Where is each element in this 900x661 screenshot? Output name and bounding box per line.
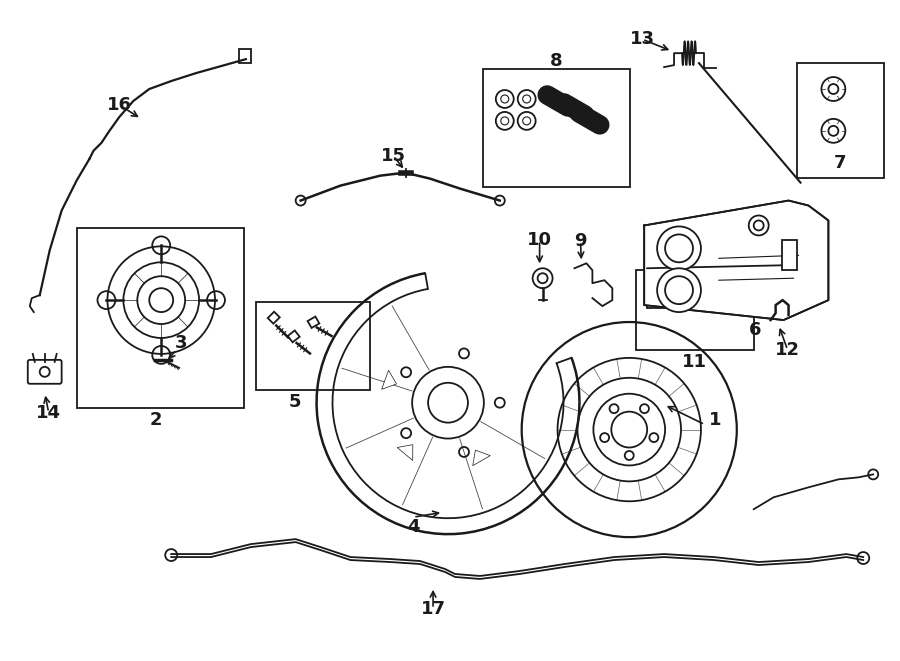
Circle shape	[166, 549, 177, 561]
Text: 5: 5	[288, 393, 301, 410]
Circle shape	[657, 227, 701, 270]
Bar	[636, 270, 753, 350]
Bar	[647, 278, 702, 308]
Circle shape	[858, 552, 869, 564]
FancyBboxPatch shape	[28, 360, 61, 384]
Circle shape	[518, 112, 536, 130]
Circle shape	[868, 469, 878, 479]
Bar	[288, 330, 300, 342]
Text: 2: 2	[150, 410, 163, 428]
Bar	[256, 302, 370, 390]
Text: 6: 6	[749, 321, 761, 339]
Polygon shape	[644, 200, 828, 320]
Polygon shape	[382, 370, 397, 389]
Text: 4: 4	[407, 518, 419, 536]
Circle shape	[657, 268, 701, 312]
Text: 11: 11	[681, 353, 706, 371]
Text: 9: 9	[574, 233, 587, 251]
Text: 12: 12	[775, 341, 800, 359]
Circle shape	[496, 112, 514, 130]
Bar	[483, 69, 630, 186]
Circle shape	[496, 90, 514, 108]
Text: 1: 1	[708, 410, 721, 428]
Text: 7: 7	[834, 154, 847, 172]
Bar	[796, 63, 884, 178]
Bar	[76, 229, 244, 408]
Polygon shape	[397, 445, 413, 461]
Text: 10: 10	[527, 231, 552, 249]
Text: 14: 14	[36, 404, 61, 422]
Bar	[268, 312, 280, 324]
Polygon shape	[472, 450, 490, 466]
Circle shape	[749, 215, 769, 235]
Circle shape	[533, 268, 553, 288]
Circle shape	[822, 77, 845, 101]
Circle shape	[663, 292, 671, 300]
Text: 15: 15	[381, 147, 406, 165]
Text: 13: 13	[630, 30, 654, 48]
Circle shape	[518, 90, 536, 108]
Text: 3: 3	[175, 334, 187, 352]
Text: 8: 8	[550, 52, 562, 70]
Circle shape	[495, 196, 505, 206]
Text: 17: 17	[420, 600, 446, 618]
Bar	[308, 317, 320, 328]
Circle shape	[296, 196, 306, 206]
Bar	[652, 282, 697, 292]
Text: 16: 16	[107, 96, 132, 114]
Bar	[238, 49, 251, 63]
Circle shape	[678, 292, 686, 300]
Bar	[781, 241, 797, 270]
Circle shape	[822, 119, 845, 143]
